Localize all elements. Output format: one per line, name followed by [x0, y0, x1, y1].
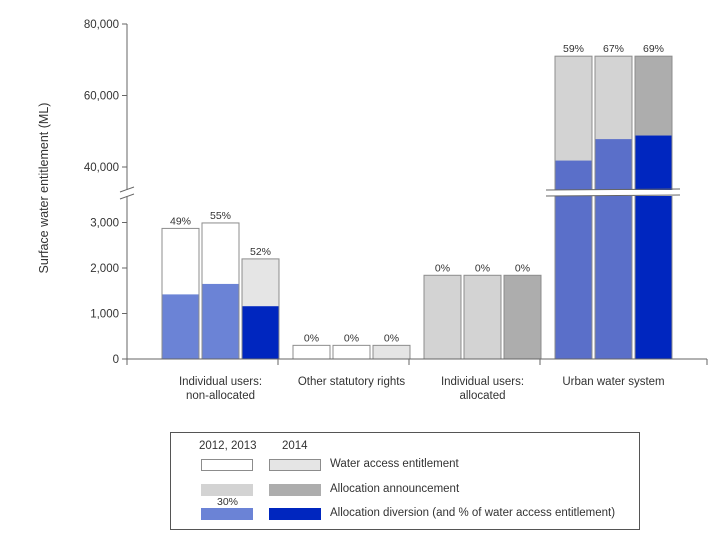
bar-pct-label: 0% [435, 262, 450, 274]
legend-label-entitlement: Water access entitlement [330, 458, 459, 470]
bar-entitlement [372, 344, 411, 360]
bar-pct-label: 0% [475, 262, 490, 274]
legend-label-announcement: Allocation announcement [330, 483, 460, 495]
legend: 2012, 2013 2014 Water access entitlement… [170, 432, 640, 530]
legend-swatch-announcement-prior [201, 484, 253, 496]
y-tick-label: 3,000 [90, 218, 119, 230]
chart: Surface water entitlement (ML) 49% 55% 52%… [37, 19, 708, 402]
legend-swatch-announcement-current [269, 484, 321, 496]
y-tick-label: 2,000 [90, 263, 119, 275]
axes-layer: Individual users: non-allocated Other stat… [84, 19, 708, 402]
legend-swatch-diversion-current [269, 508, 321, 520]
bar-entitlement [463, 274, 502, 360]
bar-diversion [202, 283, 239, 359]
category-label: Individual users: [179, 376, 262, 388]
category-label: Individual users: [441, 376, 524, 388]
legend-col-current: 2014 [282, 440, 308, 452]
bar-pct-label: 0% [384, 332, 399, 344]
bar-diversion [635, 135, 672, 359]
y-tick-label: 40,000 [84, 162, 119, 174]
legend-swatch-entitlement-prior [201, 459, 253, 471]
bar-entitlement [332, 344, 371, 360]
y-tick-label: 60,000 [84, 91, 119, 103]
legend-col-prior: 2012, 2013 [199, 440, 257, 452]
bar-entitlement [503, 274, 542, 360]
bar-pct-label: 55% [210, 210, 231, 222]
bar-pct-label: 0% [515, 262, 530, 274]
y-tick-label: 1,000 [90, 309, 119, 321]
bar-pct-label: 0% [344, 332, 359, 344]
legend-pct-example: 30% [217, 496, 239, 508]
bar-pct-label: 49% [170, 215, 191, 227]
y-axis-break-mark [119, 186, 135, 200]
y-axis-title: Surface water entitlement (ML) [37, 103, 51, 274]
bar-pct-label: 69% [643, 43, 664, 55]
category-label: Other statutory rights [298, 376, 406, 388]
axis-break-gap [120, 190, 680, 196]
bar-entitlement [292, 344, 331, 360]
bar-pct-label: 67% [603, 43, 624, 55]
legend-swatch-entitlement-current [269, 459, 321, 471]
bar-entitlement [423, 274, 462, 360]
bars-layer: 49% 55% 52% 0% 0% 0% 0% 0% 0% 59% 67% 69% [161, 43, 673, 360]
category-label: non-allocated [186, 390, 255, 402]
bar-pct-label: 59% [563, 43, 584, 55]
bar-diversion [595, 139, 632, 359]
y-tick-label: 80,000 [84, 19, 119, 31]
bar-diversion [242, 306, 279, 359]
category-label: Urban water system [562, 376, 664, 388]
y-tick-label: 0 [113, 354, 119, 366]
category-label: allocated [459, 390, 505, 402]
bar-pct-label: 0% [304, 332, 319, 344]
bar-diversion [162, 294, 199, 359]
axis-break-line [545, 188, 681, 197]
legend-label-diversion: Allocation diversion (and % of water acc… [330, 507, 616, 519]
legend-swatch-diversion-prior [201, 508, 253, 520]
bar-pct-label: 52% [250, 246, 271, 258]
